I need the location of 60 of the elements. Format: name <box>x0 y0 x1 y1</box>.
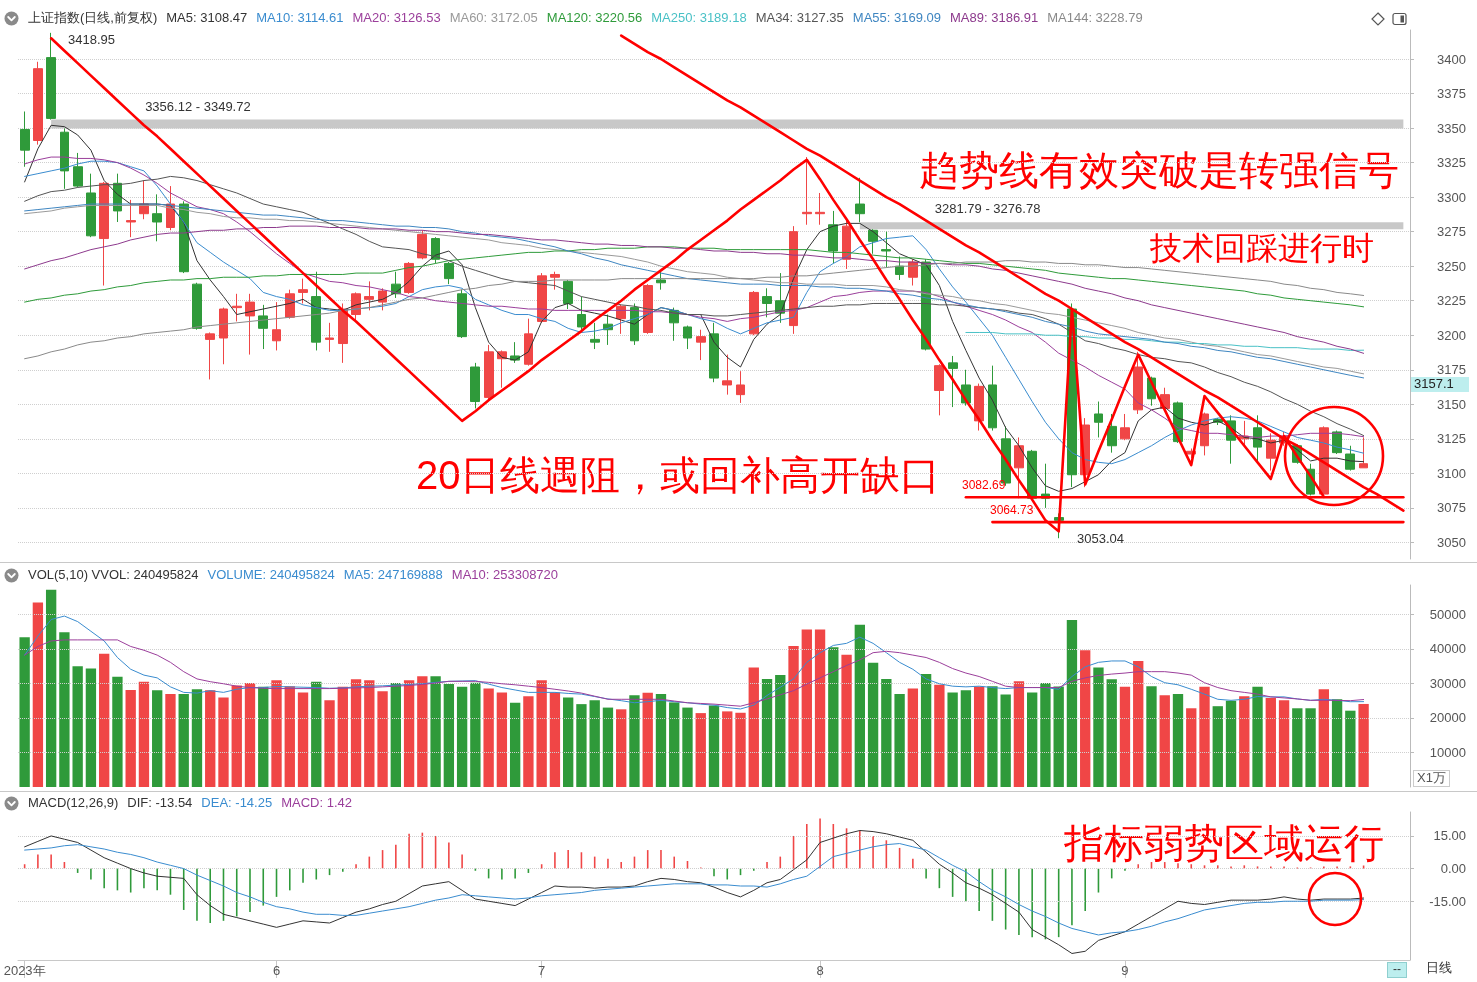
y-tick-label: 20000 <box>1429 710 1466 726</box>
text: DIF: -13.54 <box>127 795 193 811</box>
text: MA5: 3108.47 <box>166 10 248 26</box>
y-tick-label: 15.00 <box>1433 828 1466 844</box>
text: -- <box>1387 962 1407 978</box>
y-tick-label: 3175 <box>1437 362 1466 378</box>
y-tick-label: 3125 <box>1437 431 1466 447</box>
text: 3157.1 <box>1411 376 1469 392</box>
text: MA120: 3220.56 <box>546 10 643 26</box>
y-tick-label: 10000 <box>1429 744 1466 760</box>
text: MA89: 3186.91 <box>950 10 1039 26</box>
y-tick-label: 3050 <box>1437 534 1466 550</box>
y-tick-label: 3100 <box>1437 465 1466 481</box>
annotation: 3064.73 <box>990 503 1034 518</box>
x-tick-label: 9 <box>1121 963 1129 978</box>
text: MA34: 3127.35 <box>755 10 844 26</box>
y-tick-label: 3300 <box>1437 189 1466 205</box>
text: DEA: -14.25 <box>201 795 273 811</box>
y-tick-label: -15.00 <box>1429 893 1466 909</box>
text: MA144: 3228.79 <box>1047 10 1143 26</box>
text: MA55: 3169.09 <box>852 10 942 26</box>
text: MA20: 3126.53 <box>352 10 441 26</box>
annotation: 技术回踩进行时 <box>1150 230 1374 266</box>
y-tick-label: 30000 <box>1429 675 1466 691</box>
y-tick-label: 3275 <box>1437 224 1466 240</box>
y-tick-label: 3150 <box>1437 396 1466 412</box>
y-axis-title: X1万 <box>1413 770 1450 787</box>
text: MA250: 3189.18 <box>651 10 747 26</box>
y-tick-label: 3350 <box>1437 120 1466 136</box>
text: MA10: 253308720 <box>451 567 559 583</box>
chart-title: 上证指数(日线,前复权) <box>28 10 158 26</box>
y-tick-label: 0.00 <box>1440 861 1466 877</box>
y-tick-label: 3250 <box>1437 258 1466 274</box>
x-tick-label: 8 <box>816 963 824 978</box>
chart-subtitle: VOLUME: 240495824 <box>207 567 335 583</box>
annotation: 3082.69 <box>962 478 1006 494</box>
x-tick-label: 7 <box>538 963 546 978</box>
y-tick-label: 3325 <box>1437 155 1466 171</box>
y-tick-label: 50000 <box>1429 606 1466 622</box>
text: 日线 <box>1426 960 1452 976</box>
text: MA60: 3172.05 <box>449 10 538 26</box>
y-tick-label: 3400 <box>1437 51 1466 67</box>
y-tick-label: 3375 <box>1437 86 1466 102</box>
annotation: 趋势线有效突破是转强信号 <box>919 148 1399 192</box>
chart-title: VOL(5,10) VVOL: 240495824 <box>28 567 199 583</box>
chart-title: MACD(12,26,9) <box>28 795 119 811</box>
text: MA10: 3114.61 <box>256 10 344 26</box>
annotation: 3053.04 <box>1077 531 1124 547</box>
y-tick-label: 40000 <box>1429 641 1466 657</box>
annotation: 指标弱势区域运行 <box>1064 821 1384 865</box>
text: MA5: 247169888 <box>343 567 443 583</box>
y-tick-label: 3225 <box>1437 293 1466 309</box>
x-tick-label: 2023年 <box>3 963 46 978</box>
annotation: 3418.95 <box>68 32 115 48</box>
band-label: 3356.12 - 3349.72 <box>145 98 251 115</box>
y-tick-label: 3200 <box>1437 327 1466 343</box>
chart-subtitle: MACD: 1.42 <box>281 795 352 811</box>
x-tick-label: 6 <box>272 963 281 978</box>
band-label: 3281.79 - 3276.78 <box>934 201 1041 218</box>
y-tick-label: 3075 <box>1437 500 1466 516</box>
